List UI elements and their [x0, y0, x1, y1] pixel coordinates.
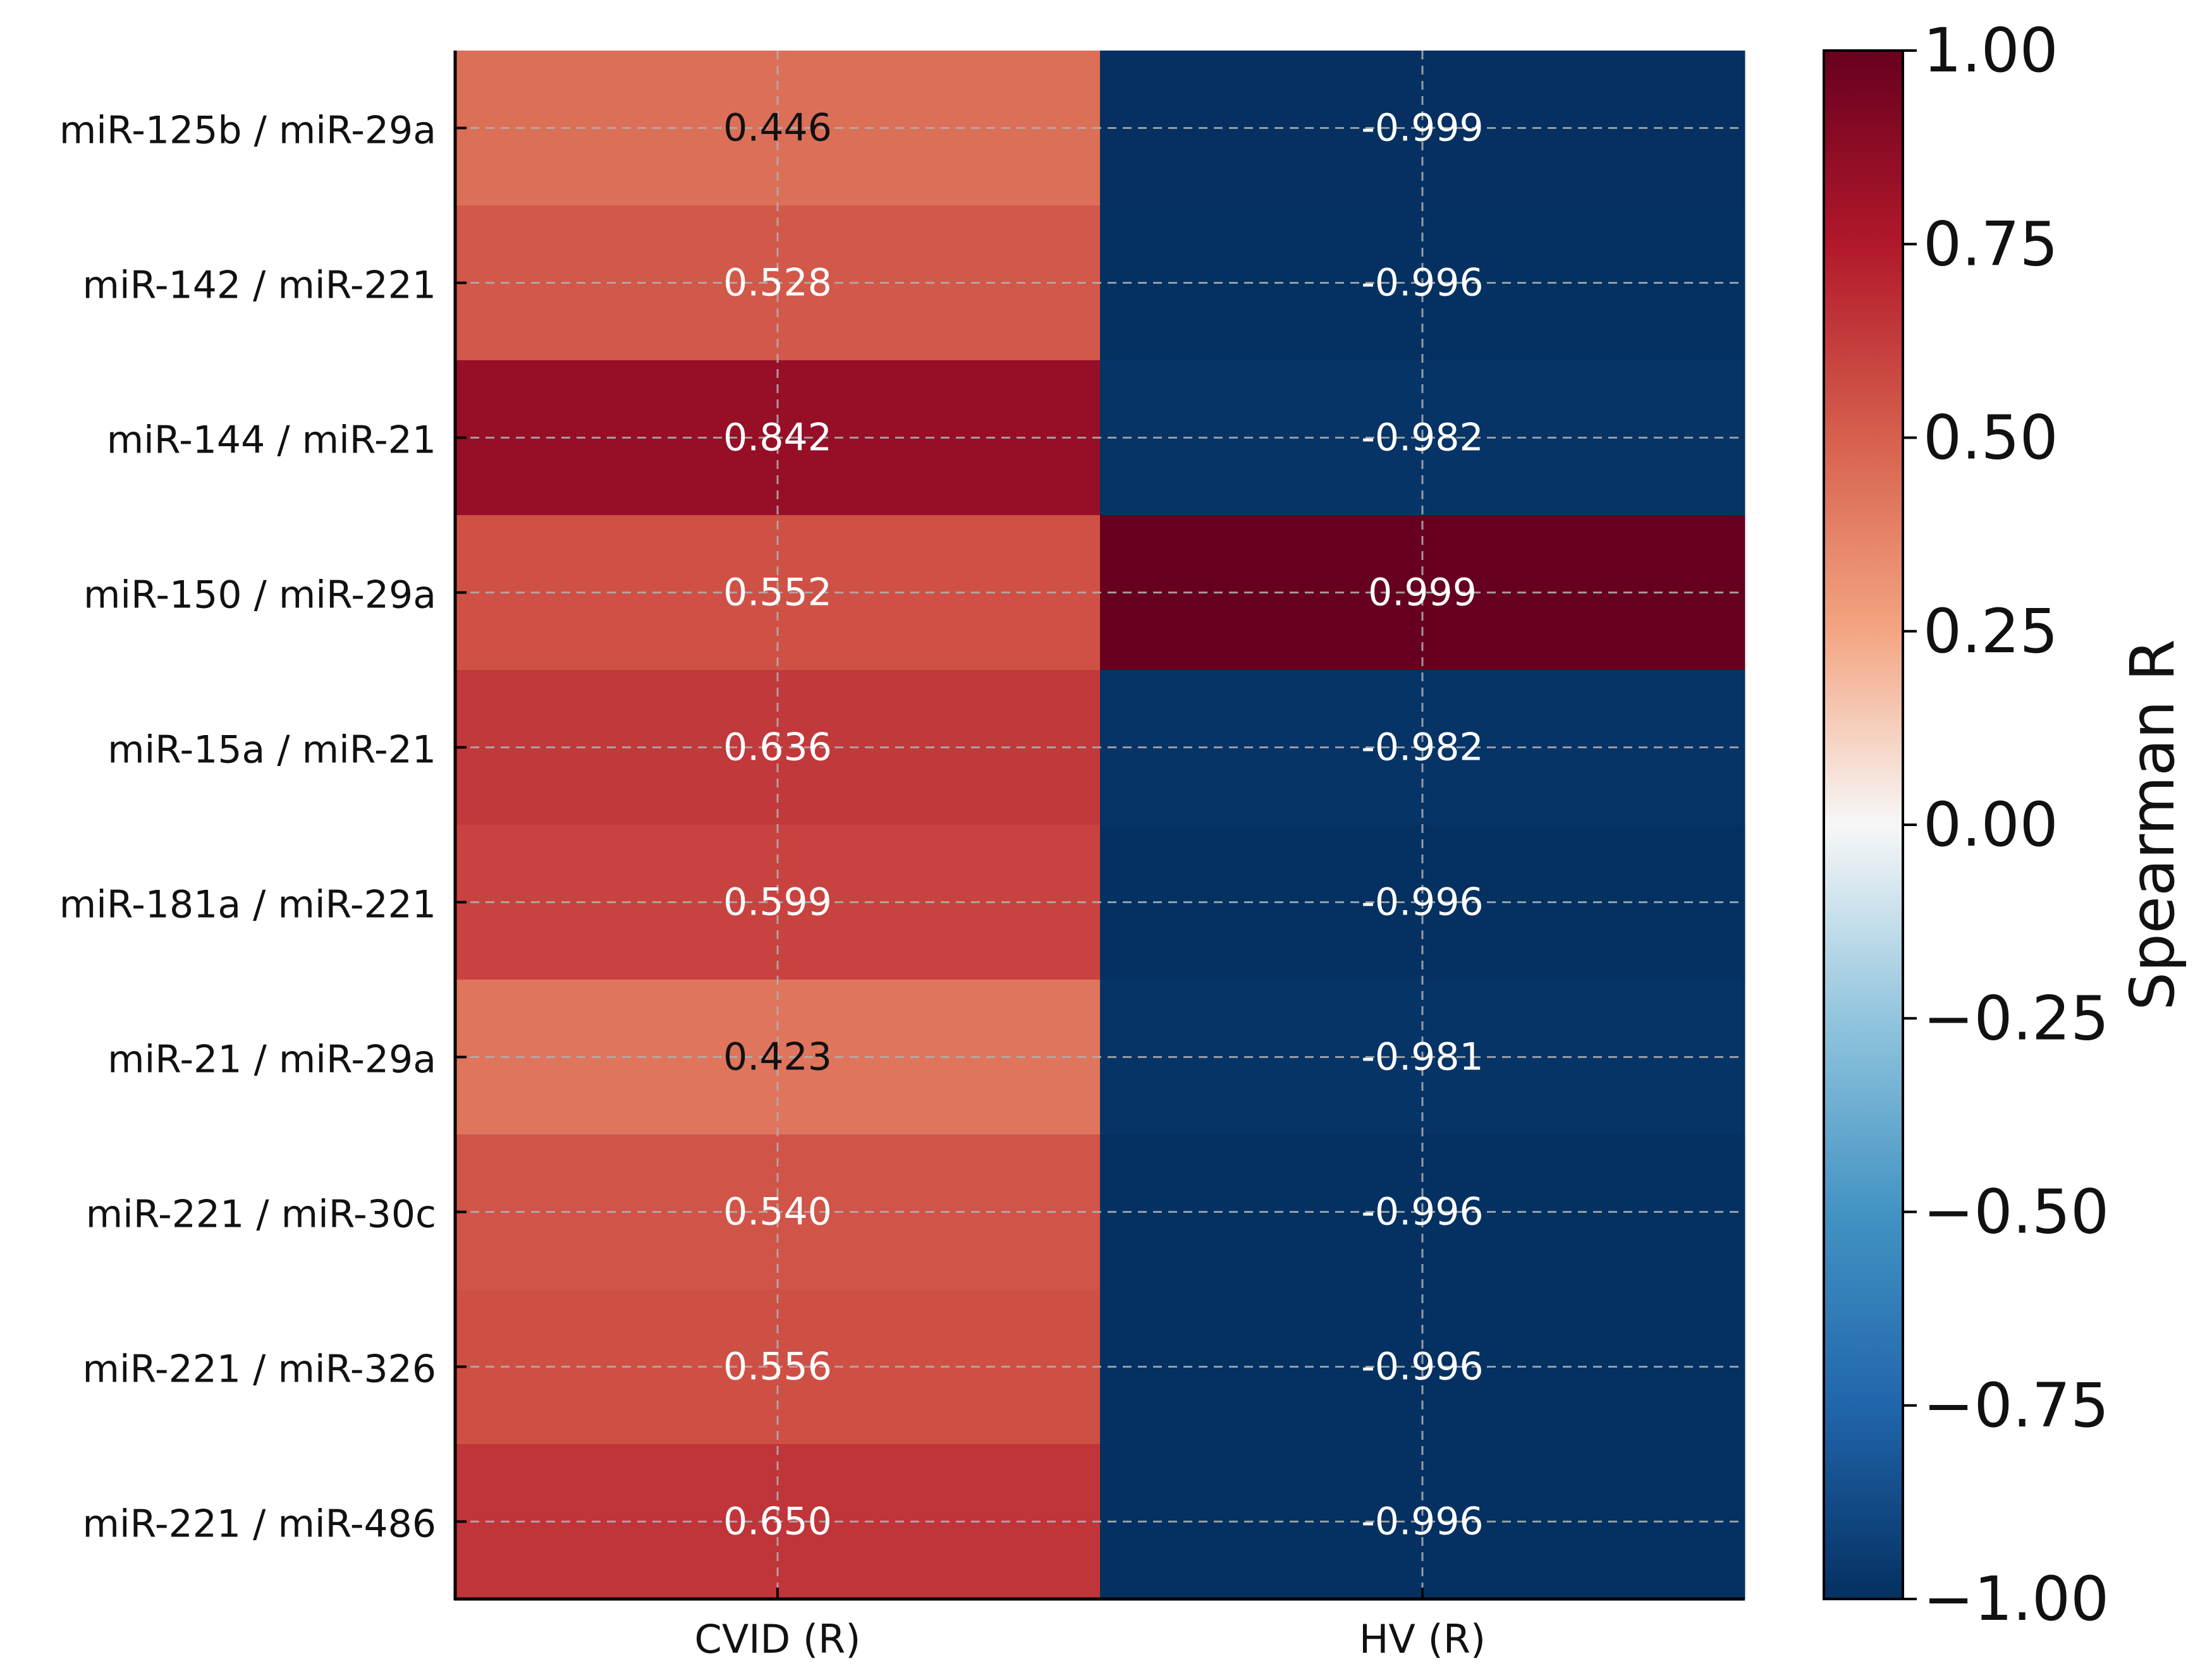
cell-value-label: -0.981: [1361, 1035, 1483, 1079]
colorbar-label: Spearman R: [2117, 639, 2188, 1011]
cell-value-label: -0.996: [1361, 261, 1483, 305]
cell-value-label: 0.528: [723, 261, 832, 305]
colorbar-tick-label: 0.50: [1923, 403, 2058, 473]
colorbar-tick-label: −0.50: [1923, 1177, 2109, 1248]
y-tick-label: miR-221 / miR-30c: [86, 1193, 436, 1237]
cell-value-label: 0.423: [723, 1035, 832, 1079]
colorbar-tick-label: 0.75: [1923, 209, 2058, 279]
cell-value-label: -0.996: [1361, 1345, 1483, 1389]
cell-value-label: 0.540: [723, 1190, 832, 1234]
colorbar-tick-label: −1.00: [1923, 1564, 2109, 1634]
cell-value-label: 0.650: [723, 1500, 832, 1544]
cell-value-labels: 0.446 -0.999 0.528 -0.996 0.842 -0.982 0.552 0.…: [723, 106, 1484, 1544]
y-tick-label: miR-21 / miR-29a: [107, 1038, 436, 1082]
colorbar-tick-label: −0.75: [1923, 1370, 2109, 1441]
y-tick-label: miR-144 / miR-21: [107, 418, 436, 463]
y-tick-label: miR-221 / miR-326: [83, 1347, 436, 1392]
colorbar-tick-label: −0.25: [1923, 983, 2109, 1054]
cell-value-label: 0.552: [723, 571, 832, 615]
cell-value-label: -0.996: [1361, 1190, 1483, 1234]
cell-value-label: -0.999: [1361, 106, 1483, 150]
y-tick-label: miR-181a / miR-221: [59, 883, 436, 927]
cell-value-label: 0.556: [723, 1345, 832, 1389]
colorbar: 1.00 0.75 0.50 0.25 0.00 −0.25 −0.50 −0.75 −1.00…: [1823, 15, 2188, 1634]
cell-value-label: -0.982: [1361, 726, 1483, 770]
cell-value-label: 0.999: [1368, 571, 1477, 615]
colorbar-gradient: [1824, 51, 1903, 1599]
y-tick-label: miR-221 / miR-486: [83, 1502, 436, 1547]
cell-value-label: -0.996: [1361, 1500, 1483, 1544]
y-tick-label: miR-142 / miR-221: [83, 264, 436, 308]
y-tick-label: miR-125b / miR-29a: [59, 109, 436, 153]
x-tick-label: CVID (R): [695, 1616, 861, 1662]
gridlines: [455, 51, 1745, 1599]
y-tick-label: miR-150 / miR-29a: [83, 573, 436, 617]
x-tick-label: HV (R): [1359, 1616, 1486, 1662]
cell-value-label: 0.446: [723, 106, 832, 150]
colorbar-tick-label: 1.00: [1923, 15, 2058, 86]
colorbar-tick-label: 0.25: [1923, 596, 2058, 667]
cell-value-label: 0.636: [723, 726, 832, 770]
cell-value-label: 0.842: [723, 416, 832, 460]
cell-value-label: -0.982: [1361, 416, 1483, 460]
y-tick-label: miR-15a / miR-21: [107, 728, 436, 772]
cell-value-label: 0.599: [723, 880, 832, 925]
axes: miR-125b / miR-29a miR-142 / miR-221 miR-1…: [59, 51, 1745, 1662]
colorbar-tick-label: 0.00: [1923, 789, 2058, 860]
cell-value-label: -0.996: [1361, 880, 1483, 925]
